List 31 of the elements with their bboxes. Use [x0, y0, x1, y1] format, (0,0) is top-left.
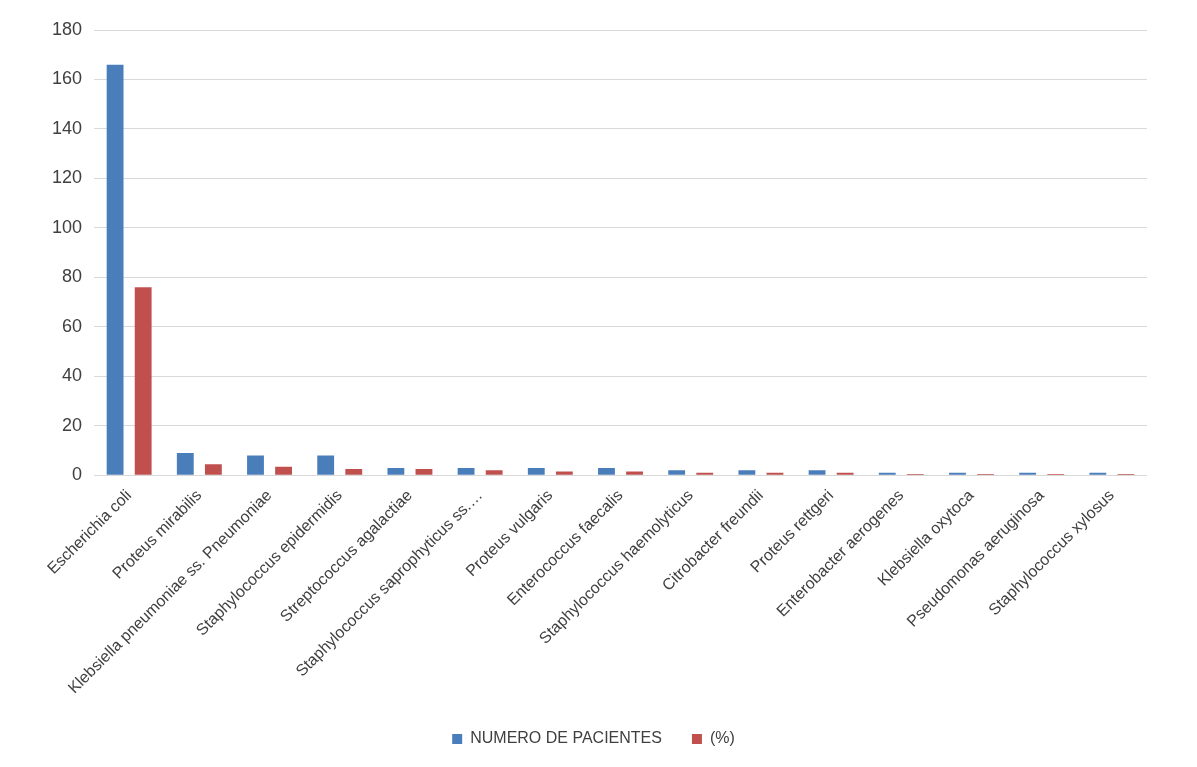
- legend-label: (%): [709, 729, 735, 747]
- y-tick-label: 60: [62, 315, 83, 336]
- bar: [106, 64, 124, 475]
- y-tick-label: 40: [62, 365, 83, 386]
- bar: [387, 467, 405, 475]
- y-tick-label: 100: [51, 216, 83, 237]
- y-tick-label: 0: [72, 464, 83, 485]
- bar: [134, 287, 152, 475]
- bar: [668, 470, 686, 475]
- bar: [317, 455, 335, 475]
- bar: [738, 470, 756, 475]
- bar: [598, 467, 615, 475]
- bar: [345, 469, 363, 475]
- bar: [626, 471, 643, 475]
- y-tick-label: 20: [62, 414, 83, 435]
- y-tick-label: 120: [51, 167, 83, 188]
- bar: [204, 464, 222, 475]
- bar: [247, 455, 264, 475]
- bar: [176, 453, 194, 475]
- bar: [808, 470, 826, 475]
- legend-label: NUMERO DE PACIENTES: [470, 729, 662, 747]
- y-tick-label: 160: [51, 68, 83, 89]
- bar: [527, 467, 545, 475]
- bar: [555, 471, 573, 475]
- y-tick-label: 180: [51, 18, 83, 39]
- bar: [457, 467, 475, 475]
- bar: [485, 470, 503, 475]
- bar: [415, 469, 433, 475]
- y-tick-label: 80: [62, 266, 83, 287]
- bar: [275, 466, 292, 475]
- y-tick-label: 140: [51, 117, 83, 138]
